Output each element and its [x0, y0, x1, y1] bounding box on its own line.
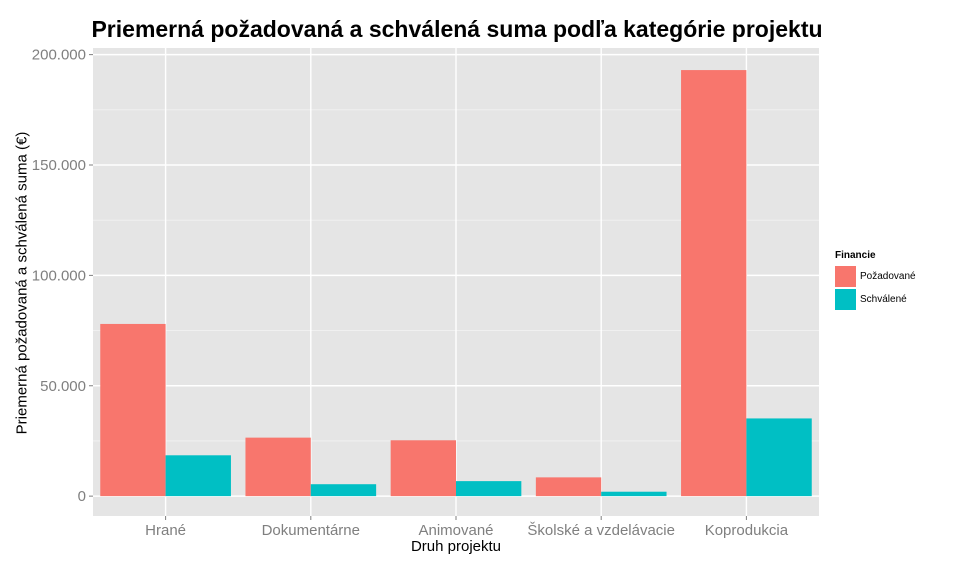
y-tick-label: 150.000 [32, 157, 86, 174]
bar-schvalene [601, 491, 667, 497]
bar-pozadovane [245, 437, 311, 497]
chart-title: Priemerná požadovaná a schválená suma po… [91, 16, 823, 42]
legend-key-schvalene [835, 289, 856, 310]
bar-schvalene [456, 481, 522, 497]
x-tick-label: Dokumentárne [262, 522, 360, 539]
x-axis-label: Druh projektu [410, 538, 502, 555]
bar-schvalene [746, 418, 812, 497]
legend-item-pozadovane: Požadované [835, 265, 916, 288]
bar-schvalene [310, 484, 377, 497]
y-tick-label: 200.000 [32, 47, 86, 64]
legend-key-pozadovane [835, 266, 856, 287]
bar-pozadovane [390, 440, 456, 497]
bar-pozadovane [535, 477, 602, 497]
legend: Financie Požadované Schválené [835, 250, 916, 311]
y-axis-label: Priemerná požadovaná a schválená suma (€… [13, 131, 31, 435]
x-axis: Hrané Dokumentárne Animované Školské a vzde… [145, 516, 789, 539]
legend-item-schvalene: Schválené [835, 288, 916, 311]
y-axis: 0 50.000 100.000 150.000 200.000 [32, 47, 93, 505]
bar-pozadovane [681, 70, 747, 497]
x-tick-label: Koprodukcia [705, 522, 789, 539]
bars [100, 70, 812, 497]
x-tick-label: Školské a vzdelávacie [527, 522, 675, 539]
y-tick-label: 100.000 [32, 267, 86, 284]
y-tick-label: 50.000 [40, 378, 86, 395]
legend-title: Financie [835, 250, 876, 261]
bar-pozadovane [100, 323, 166, 497]
bar-schvalene [165, 455, 231, 497]
x-tick-label: Animované [418, 522, 493, 539]
y-tick-label: 0 [78, 488, 86, 505]
legend-label-schvalene: Schválené [860, 294, 907, 305]
x-tick-label: Hrané [145, 522, 186, 539]
legend-label-pozadovane: Požadované [860, 271, 916, 282]
